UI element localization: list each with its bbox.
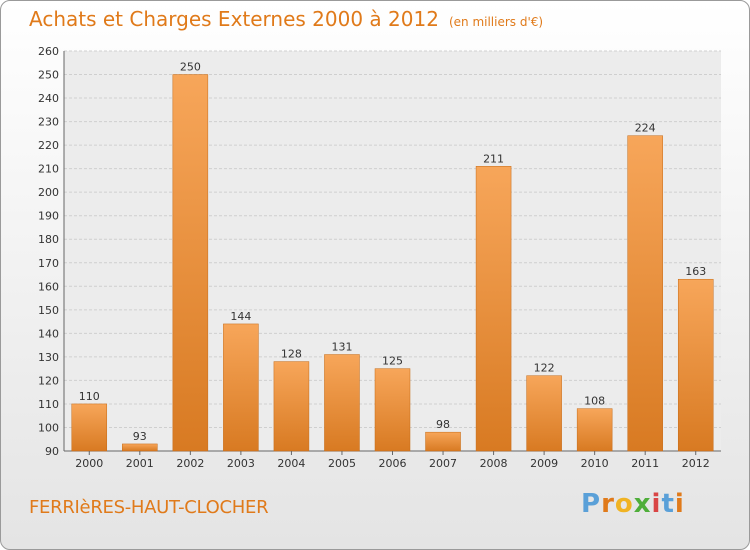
data-label: 163 — [685, 265, 706, 278]
y-tick-label: 140 — [38, 327, 59, 340]
x-tick-label: 2011 — [631, 457, 659, 470]
bar — [526, 375, 562, 452]
bar — [71, 403, 108, 452]
bar — [425, 431, 461, 452]
x-tick-label: 2010 — [581, 457, 609, 470]
y-tick-label: 220 — [38, 139, 59, 152]
bar — [172, 74, 209, 452]
y-tick-label: 180 — [38, 233, 59, 246]
bar — [374, 368, 411, 452]
logo-letter: i — [651, 489, 662, 519]
data-label: 125 — [382, 355, 403, 368]
data-label: 122 — [534, 362, 555, 375]
chart-subtitle: (en milliers d'€) — [448, 15, 544, 29]
y-tick-label: 120 — [38, 374, 59, 387]
logo-letter: r — [601, 489, 615, 519]
x-tick-label: 2007 — [429, 457, 457, 470]
logo-letter: o — [614, 489, 634, 519]
x-tick-label: 2001 — [126, 457, 154, 470]
logo-letter: t — [661, 489, 675, 519]
proxiti-logo: Proxiti — [581, 489, 685, 519]
x-tick-label: 2012 — [682, 457, 710, 470]
y-tick-label: 90 — [45, 445, 59, 458]
y-tick-label: 210 — [38, 163, 59, 176]
bar — [576, 408, 613, 452]
bar — [273, 361, 310, 452]
data-label: 108 — [584, 395, 605, 408]
commune-name: FERRIèRES-HAUT-CLOCHER — [29, 497, 269, 518]
data-label: 128 — [281, 348, 302, 361]
y-tick-label: 130 — [38, 351, 59, 364]
y-tick-label: 160 — [38, 280, 59, 293]
x-tick-label: 2008 — [480, 457, 508, 470]
x-tick-label: 2006 — [379, 457, 407, 470]
logo-letter: i — [674, 489, 685, 519]
logo-letter: P — [581, 489, 602, 519]
data-label: 131 — [331, 341, 352, 354]
y-tick-label: 170 — [38, 257, 59, 270]
y-tick-label: 200 — [38, 186, 59, 199]
data-label: 224 — [635, 122, 656, 135]
x-tick-label: 2004 — [277, 457, 305, 470]
data-label: 211 — [483, 152, 504, 165]
y-tick-label: 260 — [38, 45, 59, 58]
bar — [223, 323, 259, 452]
y-tick-label: 250 — [38, 69, 59, 82]
bar — [122, 443, 158, 452]
logo-letter: x — [633, 489, 652, 519]
data-label: 93 — [133, 430, 147, 443]
y-tick-label: 100 — [38, 421, 59, 434]
bar — [324, 354, 360, 452]
y-tick-label: 150 — [38, 304, 59, 317]
x-tick-label: 2009 — [530, 457, 558, 470]
y-tick-label: 230 — [38, 116, 59, 129]
x-tick-label: 2003 — [227, 457, 255, 470]
x-tick-label: 2000 — [75, 457, 103, 470]
x-tick-label: 2002 — [176, 457, 204, 470]
x-tick-label: 2005 — [328, 457, 356, 470]
y-tick-label: 240 — [38, 92, 59, 105]
y-tick-label: 190 — [38, 210, 59, 223]
bar — [627, 135, 663, 452]
y-tick-label: 110 — [38, 398, 59, 411]
chart-title: Achats et Charges Externes 2000 à 2012 (e… — [29, 7, 544, 31]
bar — [677, 278, 714, 452]
data-label: 144 — [230, 310, 251, 323]
data-label: 98 — [436, 418, 450, 431]
data-label: 110 — [79, 390, 100, 403]
bar — [475, 166, 512, 452]
data-label: 250 — [180, 61, 201, 74]
